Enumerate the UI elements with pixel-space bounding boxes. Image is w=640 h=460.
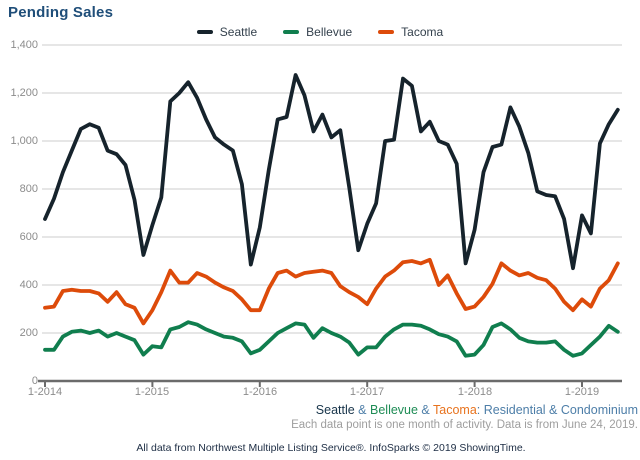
y-axis-tick-label: 1,400 (10, 39, 38, 51)
seattle-line-swatch-icon (196, 30, 213, 34)
x-axis-tick-label: 1-2017 (349, 386, 385, 398)
y-axis-tick-label: 400 (19, 279, 38, 291)
attribution-footer: All data from Northwest Multiple Listing… (136, 442, 526, 454)
y-axis-tick-label: 600 (19, 231, 38, 243)
x-axis-tick-label: 1-2014 (27, 386, 63, 398)
y-axis-tick-label: 1,000 (10, 135, 38, 147)
caption-rest: : Residential & Condominium (476, 403, 638, 417)
x-axis-tick-label: 1-2016 (242, 386, 278, 398)
y-axis-tick-label: 0 (31, 375, 38, 387)
legend-label-seattle: Seattle (219, 25, 258, 39)
series-description-caption: Seattle & Bellevue & Tacoma: Residential… (0, 403, 638, 417)
x-axis-tick-label: 1-2019 (564, 386, 600, 398)
bellevue-line-swatch-icon (283, 30, 300, 34)
caption-bellevue: Bellevue (370, 403, 418, 417)
series-line-seattle (43, 73, 620, 271)
legend-label-tacoma: Tacoma (401, 25, 444, 39)
legend-item-seattle[interactable]: Seattle (196, 25, 258, 39)
chart-legend: Seattle Bellevue Tacoma (0, 24, 640, 40)
legend-item-tacoma[interactable]: Tacoma (378, 25, 443, 39)
page-title: Pending Sales (8, 4, 114, 21)
data-note: Each data point is one month of activity… (291, 419, 638, 431)
y-axis-tick-label: 1,200 (10, 87, 38, 99)
tacoma-line-swatch-icon (378, 30, 395, 34)
series-line-tacoma (43, 257, 620, 326)
y-axis-tick-label: 800 (19, 183, 38, 195)
caption-amp2: & (417, 403, 434, 417)
caption-seattle: Seattle (315, 403, 355, 417)
series-line-bellevue (43, 320, 620, 358)
x-axis-tick-label: 1-2015 (134, 386, 170, 398)
caption-tacoma: Tacoma (433, 403, 477, 417)
legend-item-bellevue[interactable]: Bellevue (283, 25, 352, 39)
legend-label-bellevue: Bellevue (306, 25, 353, 39)
caption-amp1: & (354, 403, 370, 417)
y-axis-tick-label: 200 (19, 327, 38, 339)
x-axis-tick-label: 1-2018 (457, 386, 493, 398)
